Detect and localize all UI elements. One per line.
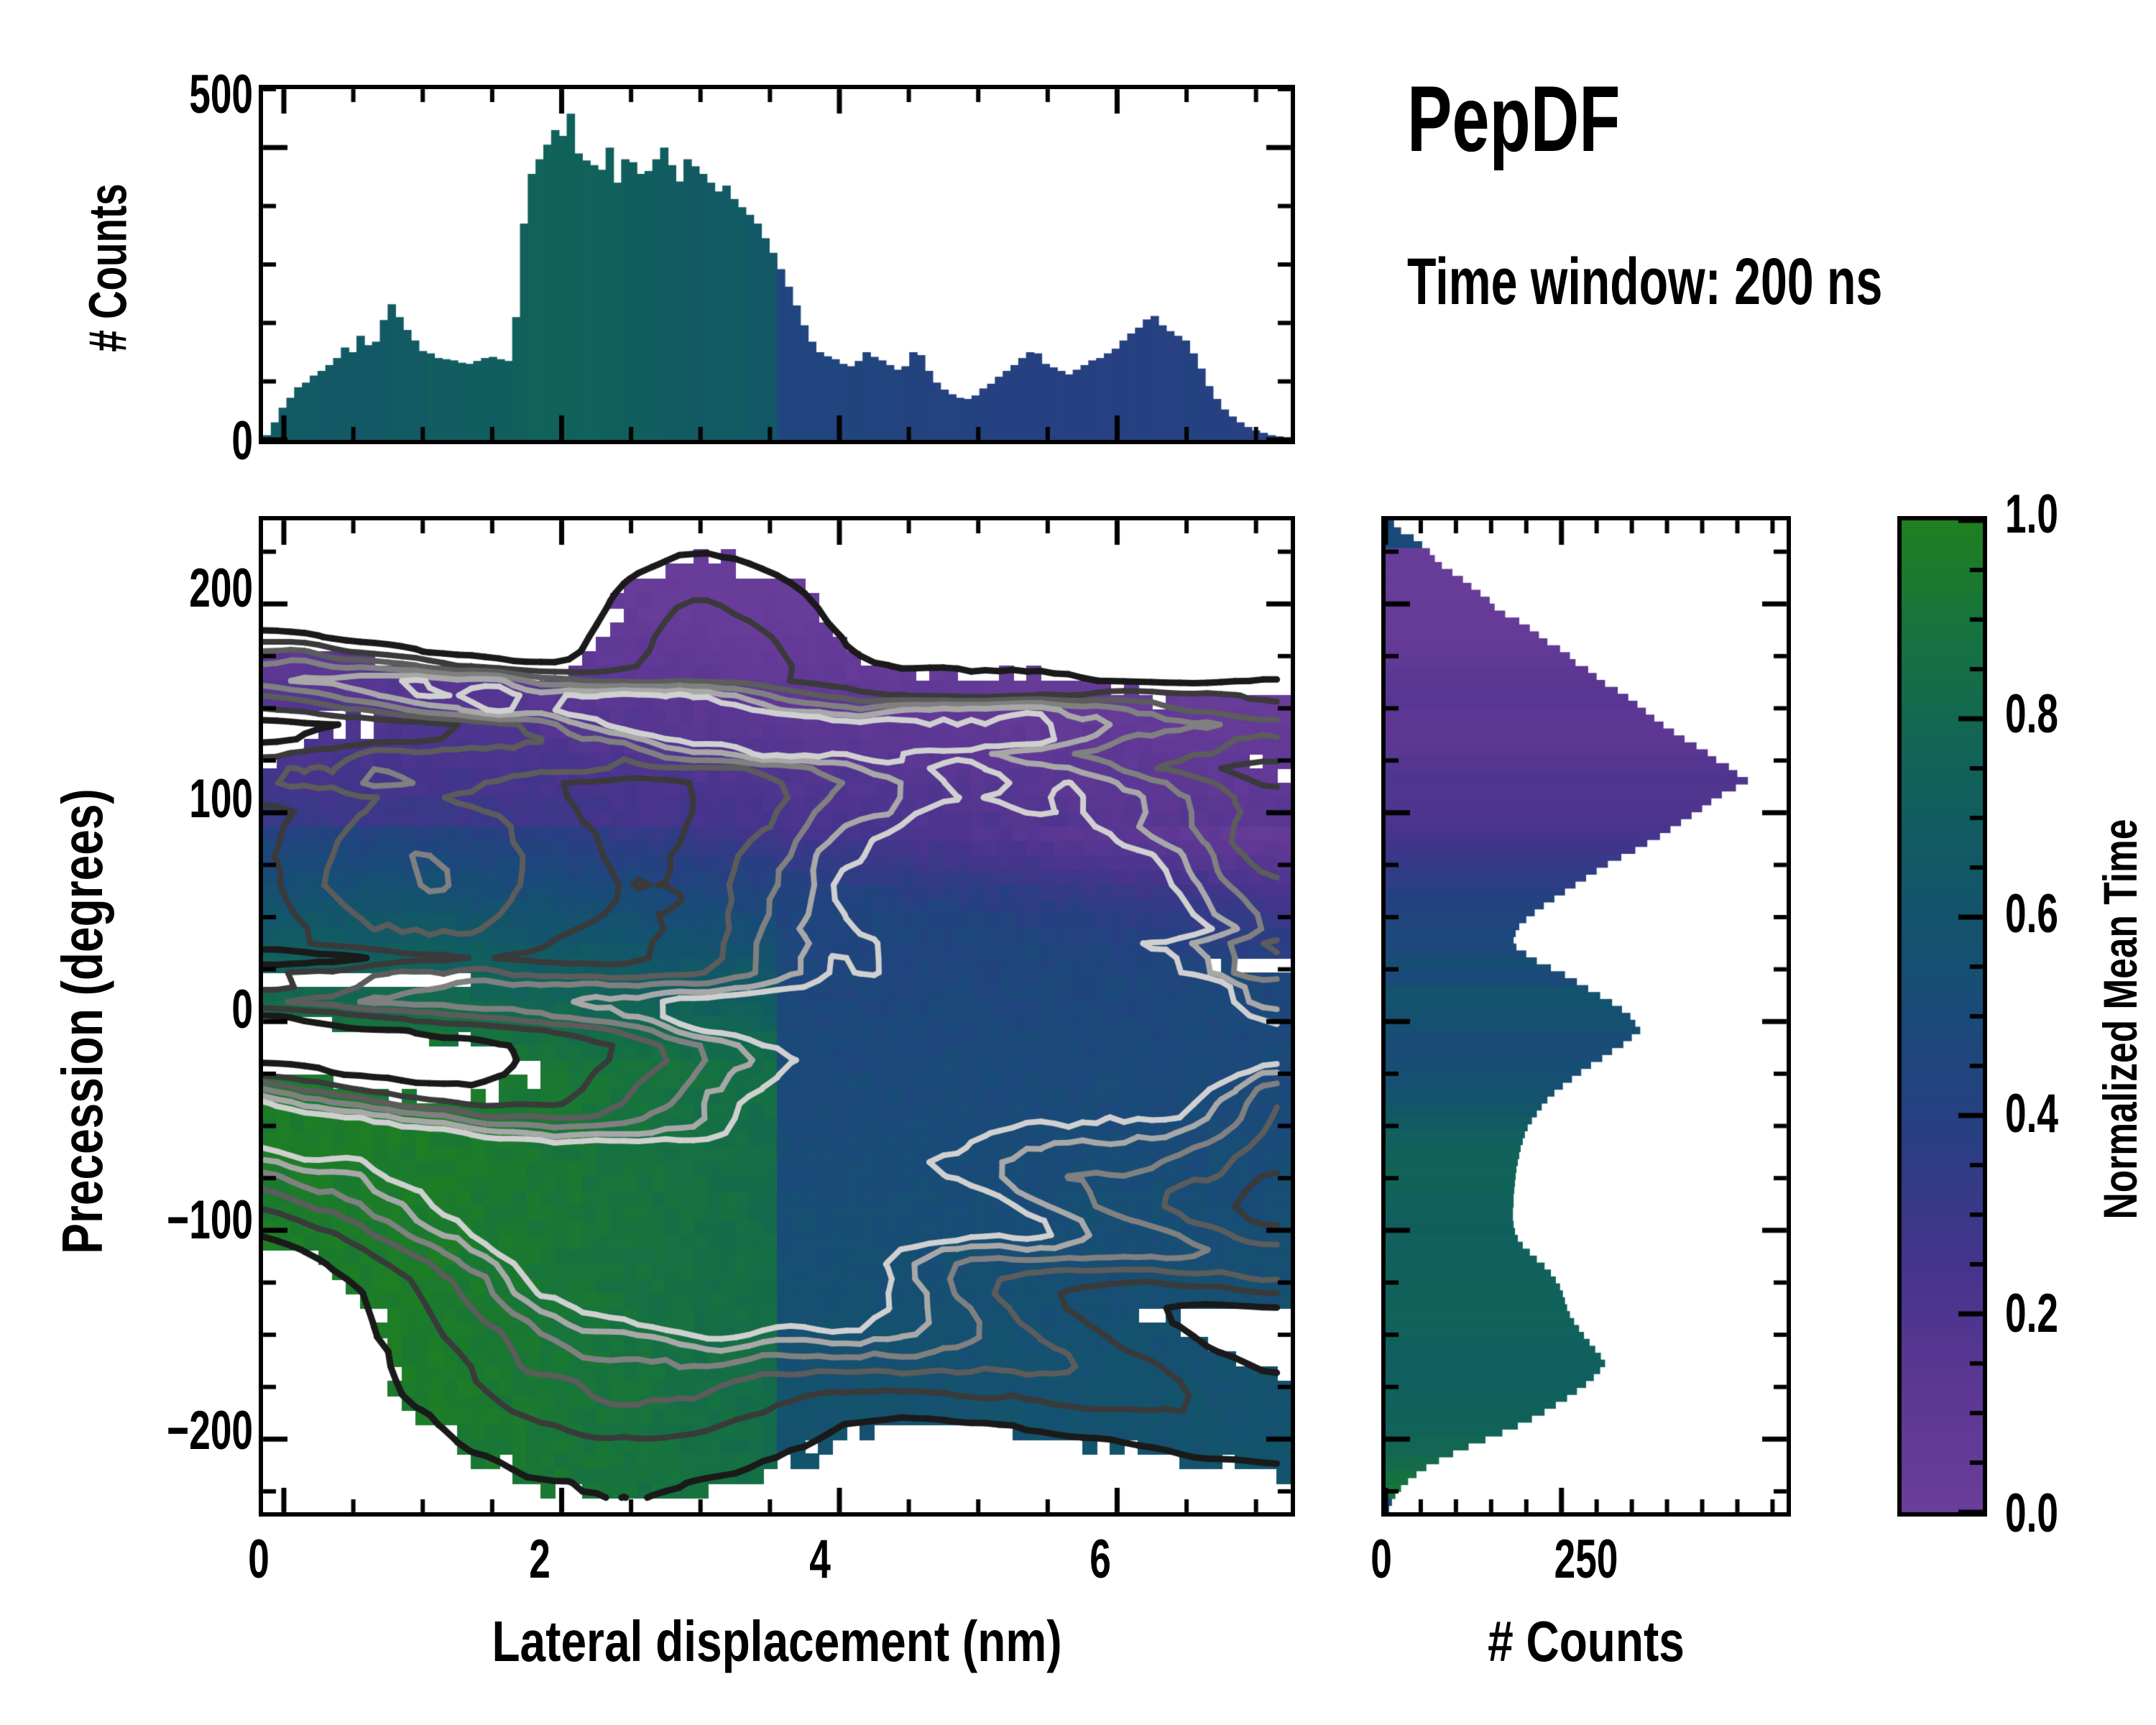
top-ytick-label-500: 500	[189, 64, 253, 125]
main-panel-xlabel: Lateral displacement (nm)	[492, 1609, 1062, 1673]
colorbar-tick-label-0: 0.0	[2005, 1483, 2058, 1544]
colorbar-tick-label-04: 0.4	[2005, 1083, 2058, 1144]
right-panel-ticks	[1381, 516, 1791, 1517]
figure-title: PepDF	[1407, 66, 1621, 171]
main-ytick-label-neg200: −200	[167, 1400, 253, 1461]
main-xtick-label-2: 2	[529, 1529, 550, 1590]
main-ytick-label-neg100: −100	[167, 1190, 253, 1251]
main-ytick-label-200: 200	[189, 558, 253, 619]
colorbar-label: Normalized Mean Time	[2093, 819, 2147, 1220]
colorbar-tick-label-08: 0.8	[2005, 684, 2058, 745]
main-xtick-label-6: 6	[1089, 1529, 1111, 1590]
colorbar-tick-label-1: 1.0	[2005, 484, 2058, 545]
main-ytick-label-100: 100	[189, 768, 253, 829]
colorbar-tick-label-06: 0.6	[2005, 883, 2058, 944]
right-xtick-label-0: 0	[1370, 1529, 1392, 1590]
top-ytick-label-0: 0	[231, 410, 253, 472]
right-xtick-label-250: 250	[1554, 1529, 1618, 1590]
top-panel-ylabel: # Counts	[78, 183, 138, 352]
right-panel-xlabel: # Counts	[1488, 1609, 1685, 1673]
top-panel-ticks	[259, 85, 1295, 444]
main-panel-ylabel: Precession (degrees)	[50, 788, 114, 1254]
colorbar-tick-label-02: 0.2	[2005, 1283, 2058, 1344]
figure-subtitle: Time window: 200 ns	[1407, 245, 1883, 318]
main-xtick-label-4: 4	[809, 1529, 831, 1590]
main-xtick-label-0: 0	[248, 1529, 270, 1590]
main-ytick-label-0: 0	[231, 979, 253, 1040]
colorbar-ticks	[1897, 516, 1987, 1517]
main-panel-ticks	[259, 516, 1295, 1517]
